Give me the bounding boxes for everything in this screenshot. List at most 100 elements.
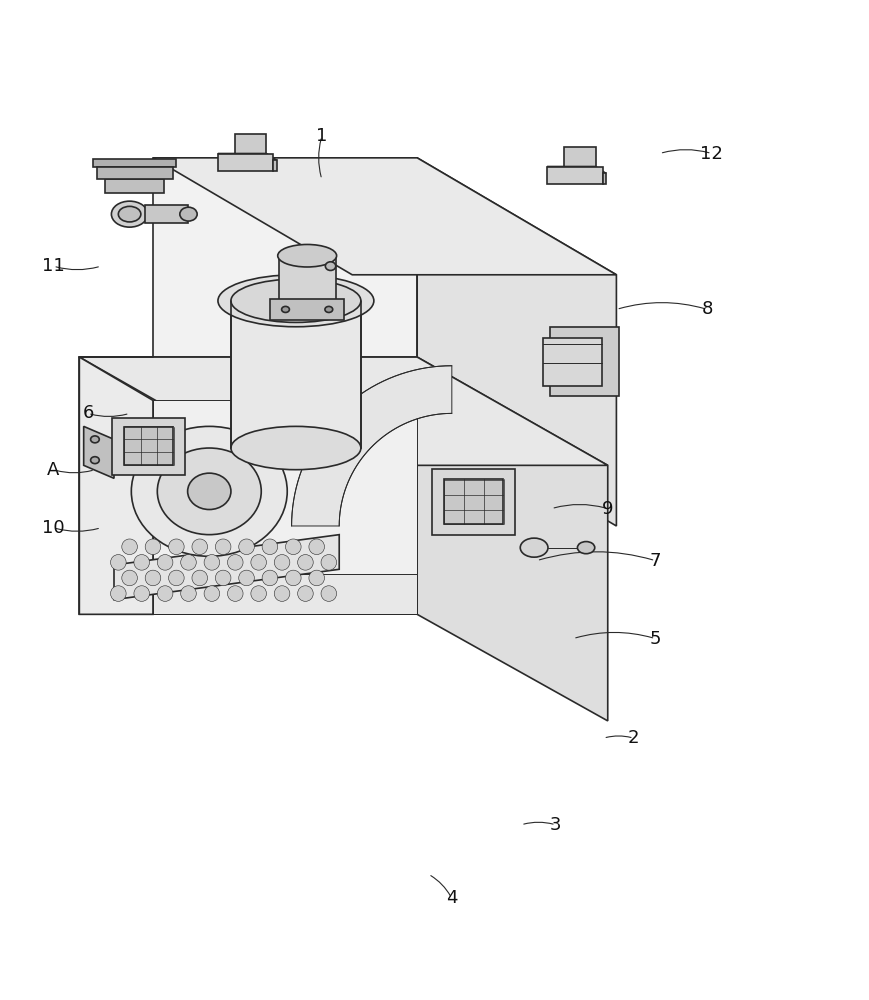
Circle shape — [145, 570, 161, 586]
Ellipse shape — [180, 207, 197, 221]
Text: 12: 12 — [700, 145, 723, 163]
Circle shape — [216, 570, 231, 586]
Text: 6: 6 — [83, 404, 94, 422]
Circle shape — [228, 555, 243, 570]
Circle shape — [192, 539, 208, 555]
Text: 4: 4 — [446, 889, 458, 907]
Circle shape — [275, 586, 290, 601]
Polygon shape — [547, 167, 606, 173]
Circle shape — [134, 586, 149, 601]
Text: 1: 1 — [316, 127, 328, 145]
Circle shape — [216, 539, 231, 555]
Ellipse shape — [521, 538, 548, 557]
Circle shape — [308, 539, 324, 555]
Bar — [96, 167, 173, 179]
Circle shape — [286, 539, 301, 555]
Text: 3: 3 — [550, 816, 561, 834]
Circle shape — [298, 586, 313, 601]
Text: 5: 5 — [650, 630, 661, 648]
Circle shape — [251, 586, 267, 601]
Bar — [93, 159, 176, 167]
Ellipse shape — [278, 244, 336, 267]
Text: 7: 7 — [650, 552, 661, 570]
Bar — [550, 327, 619, 396]
Circle shape — [204, 555, 220, 570]
Circle shape — [262, 539, 278, 555]
Circle shape — [298, 555, 313, 570]
Circle shape — [157, 586, 173, 601]
Circle shape — [308, 570, 324, 586]
Polygon shape — [79, 357, 417, 614]
Ellipse shape — [111, 201, 148, 227]
Bar — [145, 205, 189, 223]
Polygon shape — [79, 357, 607, 465]
Ellipse shape — [90, 436, 99, 443]
Polygon shape — [83, 426, 114, 478]
Polygon shape — [153, 400, 417, 614]
Polygon shape — [279, 256, 335, 301]
Bar — [543, 338, 601, 386]
Polygon shape — [274, 160, 277, 171]
Circle shape — [169, 539, 184, 555]
Text: 10: 10 — [42, 519, 64, 537]
Circle shape — [110, 555, 126, 570]
Circle shape — [192, 570, 208, 586]
Ellipse shape — [131, 426, 288, 556]
Polygon shape — [218, 154, 277, 160]
Bar — [432, 469, 515, 535]
Bar — [235, 134, 267, 154]
Polygon shape — [417, 357, 607, 721]
Bar — [547, 167, 602, 184]
Circle shape — [228, 586, 243, 601]
Bar — [444, 479, 503, 524]
Bar — [565, 147, 595, 167]
Circle shape — [204, 586, 220, 601]
Text: 8: 8 — [701, 300, 713, 318]
Ellipse shape — [282, 306, 289, 312]
Circle shape — [239, 539, 255, 555]
Polygon shape — [79, 357, 153, 614]
Ellipse shape — [188, 473, 231, 510]
Circle shape — [321, 586, 336, 601]
Ellipse shape — [218, 275, 374, 327]
Circle shape — [169, 570, 184, 586]
Polygon shape — [153, 158, 616, 275]
Polygon shape — [270, 299, 344, 320]
Ellipse shape — [231, 279, 361, 322]
Text: A: A — [47, 461, 60, 479]
Ellipse shape — [577, 542, 594, 554]
Bar — [218, 154, 274, 171]
Circle shape — [181, 586, 196, 601]
Text: 2: 2 — [628, 729, 640, 747]
Circle shape — [321, 555, 336, 570]
Text: 11: 11 — [42, 257, 64, 275]
Bar — [105, 179, 164, 193]
Circle shape — [122, 570, 137, 586]
Ellipse shape — [118, 206, 141, 222]
Circle shape — [122, 539, 137, 555]
Circle shape — [181, 555, 196, 570]
Circle shape — [262, 570, 278, 586]
Polygon shape — [114, 535, 339, 600]
Polygon shape — [153, 158, 417, 409]
Ellipse shape — [90, 457, 99, 464]
Circle shape — [275, 555, 290, 570]
Circle shape — [286, 570, 301, 586]
Polygon shape — [231, 301, 361, 448]
Bar — [124, 427, 173, 465]
Ellipse shape — [325, 262, 335, 270]
Circle shape — [239, 570, 255, 586]
Polygon shape — [602, 173, 606, 184]
Polygon shape — [153, 574, 417, 614]
Text: 9: 9 — [602, 500, 614, 518]
Bar — [112, 418, 185, 475]
Circle shape — [134, 555, 149, 570]
Circle shape — [157, 555, 173, 570]
Circle shape — [251, 555, 267, 570]
Polygon shape — [292, 366, 452, 526]
Circle shape — [145, 539, 161, 555]
Ellipse shape — [157, 448, 262, 535]
Circle shape — [110, 586, 126, 601]
Ellipse shape — [325, 306, 333, 312]
Ellipse shape — [231, 426, 361, 470]
